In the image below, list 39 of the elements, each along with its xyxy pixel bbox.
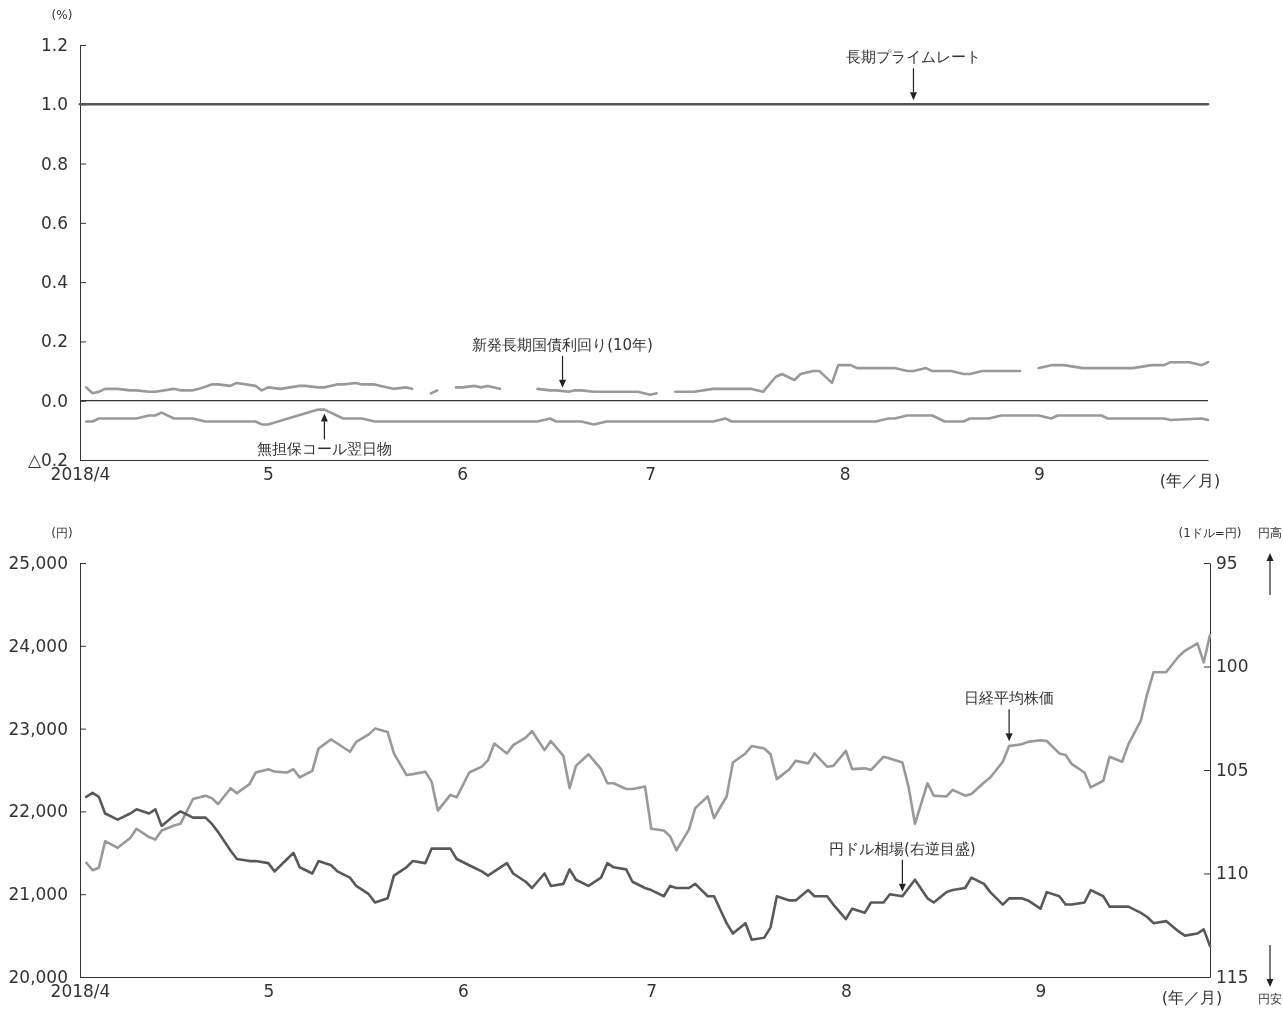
y-tick-label: 22,000 xyxy=(8,801,68,822)
annotation: 日経平均株価 xyxy=(964,689,1055,708)
y2-tick-label: 110 xyxy=(1216,863,1249,884)
y-tick-label: 21,000 xyxy=(8,884,68,905)
y-tick-label: 1.2 xyxy=(40,34,68,55)
x-tick-label: 8 xyxy=(840,981,852,1002)
x-tick-label: 7 xyxy=(646,981,658,1002)
y-axis-title: (円) xyxy=(51,526,73,540)
annotation: 長期プライムレート xyxy=(845,48,981,67)
y2-axis-title: (1ドル=円) xyxy=(1178,526,1242,540)
y-tick-label: 0.0 xyxy=(40,390,68,411)
x-tick-label: 9 xyxy=(1033,464,1045,485)
y-tick-label: 23,000 xyxy=(8,718,68,739)
y2-tick-label: 95 xyxy=(1216,552,1238,573)
y2-tick-label: 100 xyxy=(1216,656,1249,677)
x-tick-label: 9 xyxy=(1035,981,1047,1002)
x-tick-label: 6 xyxy=(457,464,469,485)
text: 円安 xyxy=(1258,992,1282,1006)
y-tick-label: 24,000 xyxy=(8,635,68,656)
y-tick-label: 25,000 xyxy=(8,552,68,573)
y-tick-label: 0.6 xyxy=(40,212,68,233)
annotation: 円ドル相場(右逆目盛) xyxy=(829,839,976,858)
y-axis-title: (%) xyxy=(51,8,73,22)
x-tick-label: 8 xyxy=(839,464,851,485)
y-tick-label: 0.2 xyxy=(40,331,68,352)
x-tick-label: 6 xyxy=(458,981,469,1002)
y2-tick-label: 105 xyxy=(1216,759,1249,780)
y-tick-label: 0.8 xyxy=(40,153,68,174)
y-tick-label: 0.4 xyxy=(40,272,68,293)
annotation: 新発長期国債利回り(10年) xyxy=(472,335,653,354)
x-tick-label: 5 xyxy=(263,981,275,1002)
x-tick-label: 5 xyxy=(263,464,274,485)
y-tick-label: 1.0 xyxy=(40,94,68,115)
x-axis-title: (年／月) xyxy=(1161,988,1223,1007)
text: 円高 xyxy=(1258,526,1282,540)
y2-tick-label: 115 xyxy=(1216,966,1249,987)
annotation: 無担保コール翌日物 xyxy=(256,439,392,458)
x-axis-title: (年／月) xyxy=(1159,471,1221,490)
x-tick-label: 7 xyxy=(645,464,657,485)
